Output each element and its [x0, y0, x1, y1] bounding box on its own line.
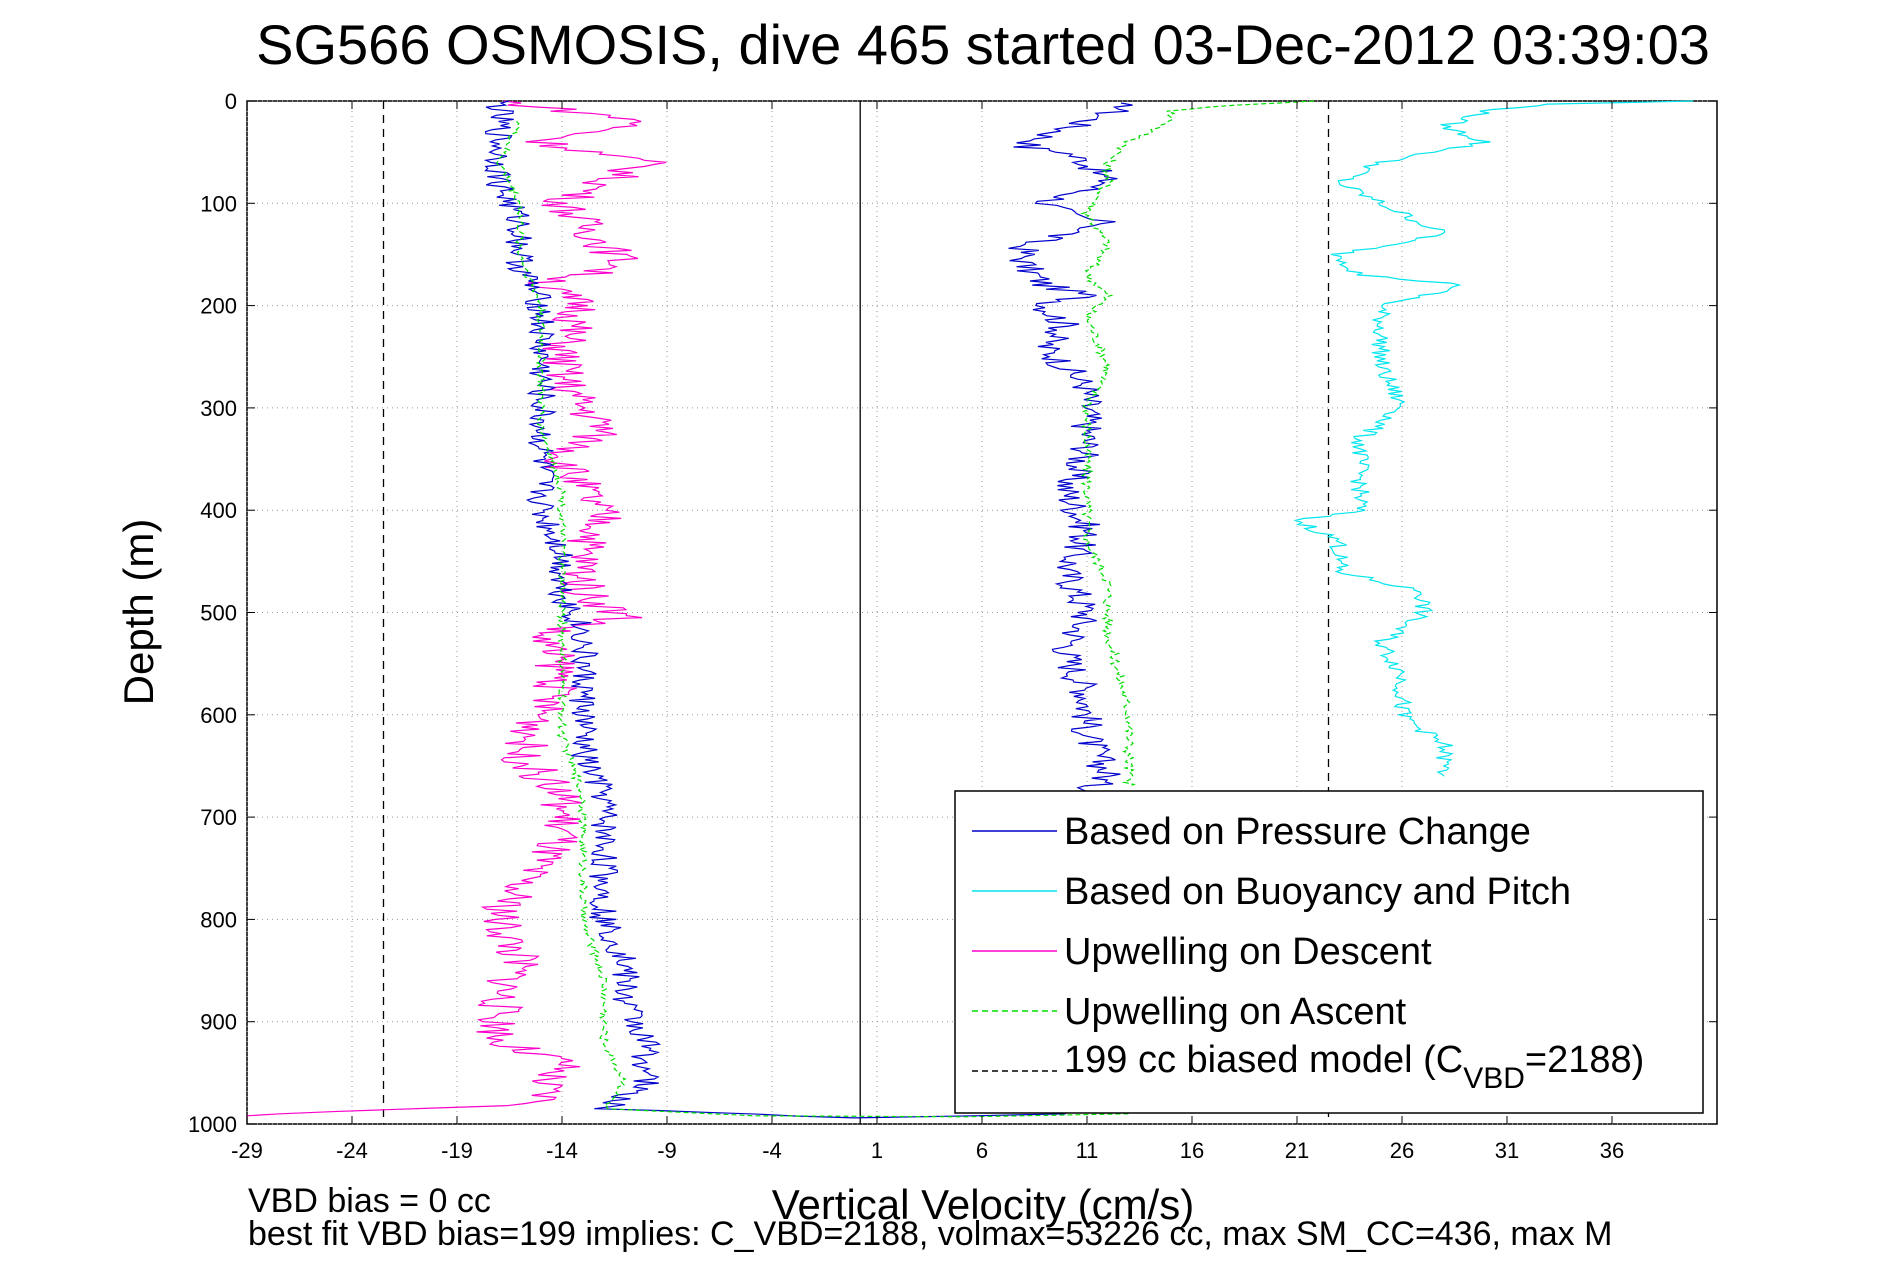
series-layer [246, 100, 1694, 1119]
series-line-based-on-pressure-change-lower [483, 100, 1067, 1119]
y-tick-label: 600 [200, 703, 237, 728]
series-line-upwelling-on-ascent [1080, 100, 1315, 787]
x-tick-label: -29 [231, 1138, 263, 1163]
legend-label-model-tail: =2188) [1525, 1039, 1644, 1081]
x-tick-label: 11 [1076, 1138, 1099, 1163]
x-tick-label: -19 [441, 1138, 473, 1163]
y-axis-label: Depth (m) [115, 519, 162, 706]
chart-title: SG566 OSMOSIS, dive 465 started 03-Dec-2… [256, 13, 1710, 76]
y-tick-label: 800 [200, 907, 237, 932]
legend: Based on Pressure Change Based on Buoyan… [954, 790, 1704, 1114]
series-line-based-on-buoyancy-and-pitch [1293, 100, 1694, 777]
y-tick-label: 0 [225, 89, 237, 114]
x-tick-label: 31 [1495, 1138, 1519, 1163]
x-tick-label: 16 [1180, 1138, 1204, 1163]
x-tick-label: 6 [976, 1138, 988, 1163]
legend-label-ascent: Upwelling on Ascent [1064, 991, 1407, 1033]
legend-label-pressure: Based on Pressure Change [1064, 811, 1531, 853]
y-tick-label: 100 [200, 191, 237, 216]
series-line-upwelling-on-descent [246, 100, 667, 1117]
legend-label-model: 199 cc biased model (CVBD=2188) [1064, 1039, 1644, 1095]
y-tick-label: 300 [200, 396, 237, 421]
reference-lines [382, 101, 1330, 1124]
y-tick-label: 700 [200, 805, 237, 830]
x-tick-label: -14 [546, 1138, 578, 1163]
annotation-vbd-bias: VBD bias = 0 cc [248, 1182, 491, 1220]
x-tick-label: 36 [1600, 1138, 1624, 1163]
x-tick-label: -9 [657, 1138, 677, 1163]
x-axis-label: Vertical Velocity (cm/s) [772, 1181, 1194, 1228]
legend-label-descent: Upwelling on Descent [1064, 931, 1432, 973]
series-line-upwelling-on-ascent-lower [496, 121, 1130, 1118]
legend-label-model-sub: VBD [1463, 1062, 1525, 1095]
y-tick-label: 200 [200, 294, 237, 319]
y-tick-label: 400 [200, 498, 237, 523]
x-tick-label: -4 [762, 1138, 782, 1163]
x-tick-label: 26 [1390, 1138, 1414, 1163]
y-tick-label: 500 [200, 601, 237, 626]
legend-box [954, 790, 1704, 1114]
y-tick-label: 900 [200, 1010, 237, 1035]
series-line-based-on-pressure-change [1008, 102, 1133, 793]
x-tick-label: 21 [1285, 1138, 1309, 1163]
x-tick-label: 1 [871, 1138, 883, 1163]
tick-layer: -29 -24 -19 -14 -9 -4 1 6 11 16 21 26 31 360100200300… [188, 89, 1717, 1163]
legend-label-buoyancy: Based on Buoyancy and Pitch [1064, 871, 1571, 913]
y-tick-label: 1000 [188, 1112, 237, 1137]
legend-label-model-main: 199 cc biased model (C [1064, 1039, 1463, 1081]
annotation-best-fit: best fit VBD bias=199 implies: C_VBD=218… [248, 1215, 1612, 1253]
x-tick-label: -24 [336, 1138, 368, 1163]
